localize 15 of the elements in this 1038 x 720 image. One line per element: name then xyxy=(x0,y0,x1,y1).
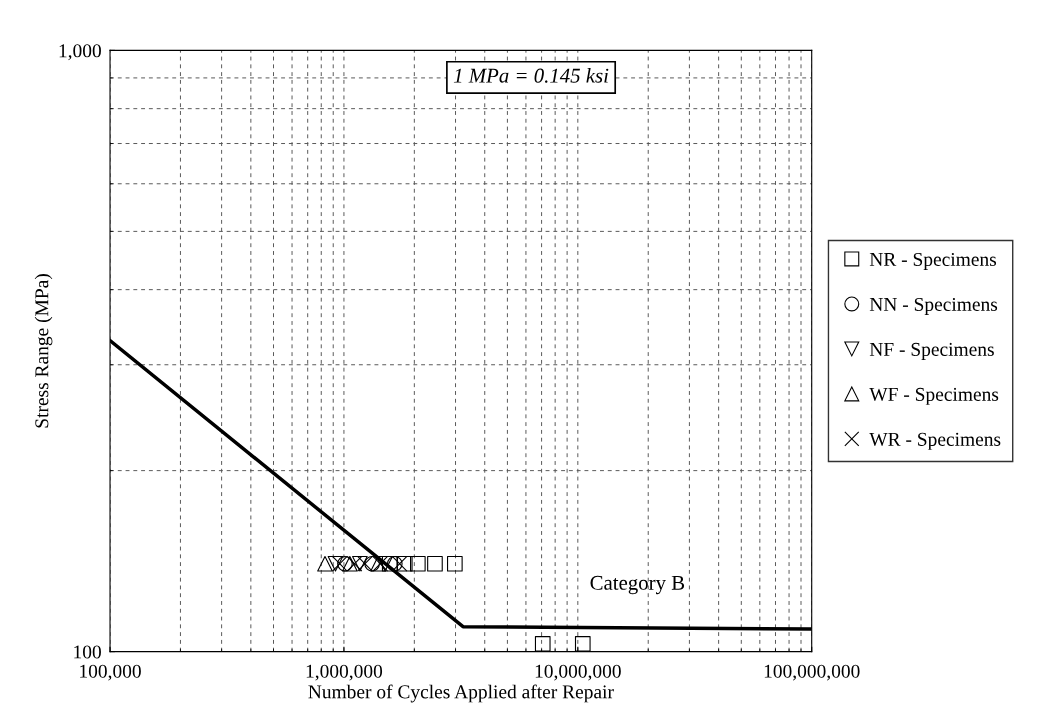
x-tick-label: 10,000,000 xyxy=(535,664,621,681)
legend-label: WR - Specimens xyxy=(869,432,1001,450)
x-tick-label: 1,000,000 xyxy=(306,664,383,681)
annotation: 1 MPa = 0.145 ksi xyxy=(453,68,609,83)
y-tick-label: 100 xyxy=(74,645,101,659)
x-axis-title: Number of Cycles Applied after Repair xyxy=(308,684,614,703)
legend-label: NR - Specimens xyxy=(869,252,997,270)
y-axis-title: Stress Range (MPa) xyxy=(34,274,53,428)
legend-label: NF - Specimens xyxy=(869,342,994,360)
x-tick-label: 100,000,000 xyxy=(764,664,860,681)
x-tick-label: 100,000 xyxy=(80,664,141,681)
legend-label: WF - Specimens xyxy=(869,387,999,405)
legend-label: NN - Specimens xyxy=(869,297,998,315)
series-label: Category B xyxy=(590,575,685,595)
y-tick-label: 1,000 xyxy=(59,44,101,61)
